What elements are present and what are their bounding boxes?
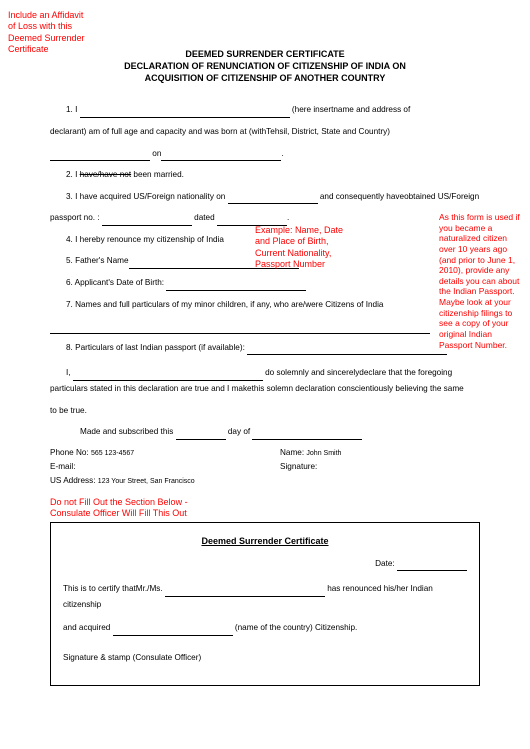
item-3b: and consequently haveobtained US/Foreign bbox=[318, 192, 480, 201]
blank-dob[interactable] bbox=[166, 281, 306, 291]
blank-month[interactable] bbox=[252, 430, 362, 440]
name-value: John Smith bbox=[306, 450, 341, 457]
item-1d: on bbox=[150, 149, 161, 158]
blank-nat-date[interactable] bbox=[228, 194, 318, 204]
blank-day[interactable] bbox=[176, 430, 226, 440]
phone-label: Phone No: bbox=[50, 448, 89, 457]
cert-l3a: and acquired bbox=[63, 623, 113, 632]
item-7-blank bbox=[50, 318, 480, 334]
item-3d: dated bbox=[192, 213, 217, 222]
item-6: 6. Applicant's Date of Birth: bbox=[66, 278, 166, 287]
name-label: Name: bbox=[280, 448, 304, 457]
cert-l1b: has renounced his/her Indian bbox=[325, 584, 433, 593]
blank-last-passport[interactable] bbox=[247, 345, 447, 355]
title-line2: DECLARATION OF RENUNCIATION OF CITIZENSH… bbox=[50, 60, 480, 72]
item-1: 1. I (here insertname and address of bbox=[50, 102, 480, 118]
cert-title: Deemed Surrender Certificate bbox=[63, 533, 467, 550]
blank-passport-no[interactable] bbox=[102, 216, 192, 226]
cert-l3b: (name of the country) Citizenship. bbox=[233, 623, 358, 632]
cert-line1: This is to certify thatMr./Ms. has renou… bbox=[63, 581, 467, 597]
decl-4-row: Made and subscribed this day of bbox=[50, 424, 480, 440]
item-3c: passport no. : bbox=[50, 213, 102, 222]
addr-label: US Address: bbox=[50, 476, 96, 485]
blank-name[interactable] bbox=[80, 108, 290, 118]
cert-line3: and acquired (name of the country) Citiz… bbox=[63, 620, 467, 636]
cert-date-label: Date: bbox=[375, 559, 397, 568]
item-2b-struck: have/have not bbox=[80, 170, 131, 179]
cert-line2: citizenship bbox=[63, 597, 467, 613]
item-1b: (here insertname and address of bbox=[290, 105, 411, 114]
addr-value: 123 Your Street, San Francisco bbox=[98, 478, 195, 485]
decl-4a: Made and subscribed this bbox=[80, 427, 176, 436]
phone-value: 565 123-4567 bbox=[91, 450, 134, 457]
title-line3: ACQUISITION OF CITIZENSHIP OF ANOTHER CO… bbox=[50, 72, 480, 84]
blank-cert-date[interactable] bbox=[397, 561, 467, 571]
blank-place[interactable] bbox=[50, 151, 150, 161]
item-5: 5. Father's Name bbox=[66, 256, 129, 265]
blank-declarant[interactable] bbox=[73, 371, 263, 381]
blank-children[interactable] bbox=[50, 324, 430, 334]
item-8: 8. Particulars of last Indian passport (… bbox=[66, 343, 247, 352]
form-title: DEEMED SURRENDER CERTIFICATE DECLARATION… bbox=[50, 48, 480, 84]
item-2a: 2. I bbox=[66, 170, 80, 179]
item-7: 7. Names and full particulars of my mino… bbox=[50, 297, 480, 313]
cert-date-row: Date: bbox=[63, 556, 467, 572]
document-page: Include an Affidavit of Loss with this D… bbox=[0, 0, 530, 749]
note-affidavit: Include an Affidavit of Loss with this D… bbox=[8, 10, 88, 55]
decl-2: particulars stated in this declaration a… bbox=[50, 381, 480, 397]
note-sidebar: As this form is used if you became a nat… bbox=[439, 212, 524, 350]
blank-date[interactable] bbox=[161, 151, 281, 161]
item-1a: 1. I bbox=[66, 105, 80, 114]
item-1d-row: on. bbox=[50, 146, 480, 162]
sig-label: Signature: bbox=[280, 462, 317, 471]
decl-1a: I, bbox=[66, 368, 73, 377]
decl-4b: day of bbox=[226, 427, 253, 436]
item-3: 3. I have acquired US/Foreign nationalit… bbox=[50, 189, 480, 205]
decl-3: to be true. bbox=[50, 403, 480, 419]
title-line1: DEEMED SURRENDER CERTIFICATE bbox=[50, 48, 480, 60]
cert-l1a: This is to certify thatMr./Ms. bbox=[63, 584, 165, 593]
certificate-box: Deemed Surrender Certificate Date: This … bbox=[50, 522, 480, 686]
item-1c: declarant) am of full age and capacity a… bbox=[50, 124, 480, 140]
cert-sig: Signature & stamp (Consulate Officer) bbox=[63, 650, 467, 666]
note-consulate: Do not Fill Out the Section Below - Cons… bbox=[50, 497, 220, 520]
form-body: 1. I (here insertname and address of dec… bbox=[50, 102, 480, 686]
declaration: I, do solemnly and sincerelydeclare that… bbox=[50, 365, 480, 381]
item-6-row: 6. Applicant's Date of Birth: bbox=[50, 275, 480, 291]
contact-block: Phone No: 565 123-4567 Name: John Smith … bbox=[50, 446, 480, 488]
item-8-row: 8. Particulars of last Indian passport (… bbox=[50, 340, 480, 356]
note-example: Example: Name, Date and Place of Birth, … bbox=[255, 225, 355, 270]
blank-cert-country[interactable] bbox=[113, 626, 233, 636]
decl-1b: do solemnly and sincerelydeclare that th… bbox=[263, 368, 452, 377]
item-2: 2. I have/have not been married. bbox=[50, 167, 480, 183]
blank-cert-name[interactable] bbox=[165, 587, 325, 597]
item-3-row2: passport no. : dated . bbox=[50, 210, 480, 226]
item-3a: 3. I have acquired US/Foreign nationalit… bbox=[66, 192, 228, 201]
item-2b-after: been married. bbox=[133, 170, 184, 179]
email-label: E-mail: bbox=[50, 462, 75, 471]
